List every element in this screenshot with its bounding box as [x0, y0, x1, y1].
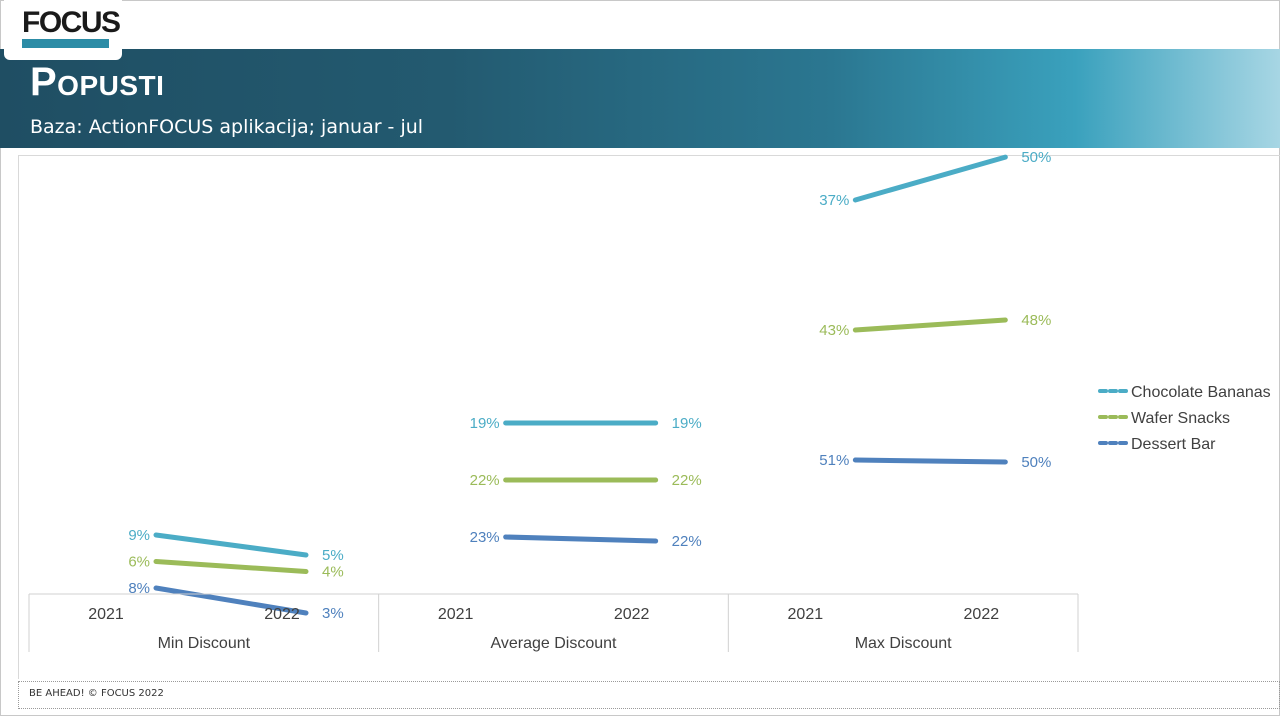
data-label-chocolate-bananas-max-discount-2021: 37%: [819, 192, 849, 209]
x-group-label-average-discount: Average Discount: [491, 635, 618, 652]
data-label-dessert-bar-min-discount-2021: 8%: [128, 580, 150, 597]
data-label-chocolate-bananas-average-discount-2022: 19%: [672, 415, 702, 432]
series-line-wafer-snacks-min-discount: [153, 559, 309, 574]
series-line-dessert-bar-min-discount: [153, 585, 309, 616]
series-line-wafer-snacks-max-discount: [852, 317, 1008, 333]
x-tick-label-max-discount-2021: 2021: [788, 606, 824, 623]
legend-label-wafer-snacks: Wafer Snacks: [1131, 410, 1230, 427]
data-label-dessert-bar-max-discount-2021: 51%: [819, 452, 849, 469]
legend-label-chocolate-bananas: Chocolate Bananas: [1131, 384, 1271, 401]
x-tick-label-min-discount-2021: 2021: [88, 606, 124, 623]
data-label-wafer-snacks-average-discount-2022: 22%: [672, 472, 702, 489]
legend-label-dessert-bar: Dessert Bar: [1131, 436, 1216, 453]
data-label-dessert-bar-min-discount-2022: 3%: [322, 605, 344, 622]
data-label-wafer-snacks-max-discount-2022: 48%: [1021, 312, 1051, 329]
data-label-chocolate-bananas-max-discount-2022: 50%: [1021, 149, 1051, 166]
x-tick-label-max-discount-2022: 2022: [964, 606, 1000, 623]
data-label-dessert-bar-average-discount-2021: 23%: [470, 529, 500, 546]
header-band: [0, 49, 1280, 148]
data-label-dessert-bar-average-discount-2022: 22%: [672, 533, 702, 550]
series-line-chocolate-bananas-max-discount: [852, 154, 1008, 203]
chart-area: [18, 155, 1280, 679]
logo-text: FOCUS: [22, 6, 121, 39]
x-tick-label-min-discount-2022: 2022: [264, 606, 300, 623]
x-tick-label-average-discount-2022: 2022: [614, 606, 650, 623]
series-line-chocolate-bananas-min-discount: [153, 532, 309, 558]
x-tick-label-average-discount-2021: 2021: [438, 606, 474, 623]
data-label-chocolate-bananas-average-discount-2021: 19%: [470, 415, 500, 432]
page-title: Popusti: [30, 60, 165, 104]
logo-bar: [22, 39, 109, 48]
series-line-dessert-bar-average-discount: [503, 534, 659, 544]
data-label-wafer-snacks-average-discount-2021: 22%: [470, 472, 500, 489]
data-label-chocolate-bananas-min-discount-2021: 9%: [128, 527, 150, 544]
data-label-dessert-bar-max-discount-2022: 50%: [1021, 454, 1051, 471]
data-label-wafer-snacks-max-discount-2021: 43%: [819, 322, 849, 339]
data-label-chocolate-bananas-min-discount-2022: 5%: [322, 547, 344, 564]
data-label-wafer-snacks-min-discount-2021: 6%: [128, 554, 150, 571]
logo: FOCUS: [4, 0, 122, 60]
series-line-dessert-bar-max-discount: [852, 457, 1008, 465]
x-group-label-max-discount: Max Discount: [855, 635, 952, 652]
footer-text: BE AHEAD! © FOCUS 2022: [29, 688, 164, 699]
x-group-label-min-discount: Min Discount: [158, 635, 251, 652]
page-subtitle: Baza: ActionFOCUS aplikacija; januar - j…: [30, 116, 424, 138]
footer: BE AHEAD! © FOCUS 2022: [18, 681, 1280, 709]
data-label-wafer-snacks-min-discount-2022: 4%: [322, 564, 344, 581]
